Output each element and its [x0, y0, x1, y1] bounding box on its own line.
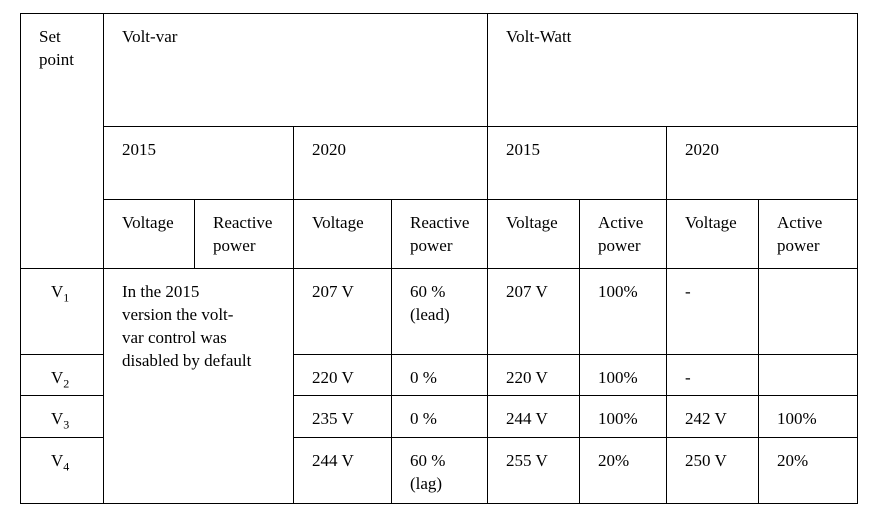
col-header-volt-var-2015-reactive-power: Reactive power	[194, 199, 294, 269]
cell-v1-volt-var-2020-reactive-power: 60 % (lead)	[390, 268, 489, 355]
inverter-setpoint-table: Set point Volt-var Volt-Watt 2015 2020 2…	[20, 13, 859, 504]
row-label-subscript: 4	[63, 459, 70, 474]
table-row: V3 235 V 0 % 244 V 100% 242 V 100%	[20, 395, 859, 438]
cell-v3-volt-var-2020-voltage: 235 V	[293, 395, 392, 438]
col-header-volt-watt-2015-active-power: Active power	[579, 199, 668, 269]
cell-v2-volt-var-2020-voltage: 220 V	[293, 354, 392, 396]
table-row: V4 244 V 60 % (lag) 255 V 20% 250 V 20%	[20, 437, 859, 504]
cell-v4-volt-watt-2015-active-power: 20%	[579, 437, 668, 504]
cell-v4-volt-watt-2020-voltage: 250 V	[666, 437, 760, 504]
cell-v1-volt-var-2020-voltage: 207 V	[293, 268, 392, 355]
cell-v3-volt-watt-2020-voltage: 242 V	[666, 395, 760, 438]
year-header-volt-var-2015: 2015	[103, 126, 294, 200]
cell-v2-volt-var-2020-reactive-power: 0 %	[390, 354, 489, 396]
row-label-subscript: 1	[63, 290, 70, 305]
header-set-point: Set point	[20, 13, 104, 269]
cell-v3-volt-watt-2015-active-power: 100%	[579, 395, 668, 438]
cell-v3-volt-var-2020-reactive-power: 0 %	[390, 395, 489, 438]
row-label-subscript: 3	[63, 417, 70, 432]
cell-v2-volt-watt-2015-active-power: 100%	[579, 354, 668, 396]
note-volt-var-2015-disabled: In the 2015 version the volt- var contro…	[103, 268, 294, 504]
group-header-volt-watt: Volt-Watt	[487, 13, 859, 127]
col-header-volt-var-2015-voltage: Voltage	[103, 199, 195, 269]
table-row: V2 220 V 0 % 220 V 100% -	[20, 354, 859, 396]
cell-v3-volt-watt-2020-active-power: 100%	[758, 395, 859, 438]
year-header-volt-var-2020: 2020	[292, 126, 489, 200]
table-row: V1 In the 2015 version the volt- var con…	[20, 268, 859, 504]
row-label-v4: V4	[20, 437, 104, 504]
col-header-volt-watt-2015-voltage: Voltage	[487, 199, 581, 269]
column-header-row: Voltage Reactive power Voltage Reactive …	[21, 199, 859, 269]
row-label-subscript: 2	[63, 376, 70, 391]
row-label-base: V	[51, 451, 64, 470]
col-header-volt-watt-2020-active-power: Active power	[758, 199, 859, 269]
cell-v4-volt-var-2020-voltage: 244 V	[293, 437, 392, 504]
cell-v3-volt-watt-2015-voltage: 244 V	[487, 395, 581, 438]
row-label-v1: V1	[20, 268, 104, 355]
row-label-base: V	[51, 368, 64, 387]
year-header-volt-watt-2015: 2015	[487, 126, 668, 200]
row-label-v2: V2	[20, 354, 104, 396]
cell-v4-volt-watt-2020-active-power: 20%	[758, 437, 859, 504]
cell-v1-volt-watt-2015-active-power: 100%	[579, 268, 668, 355]
group-header-volt-var: Volt-var	[102, 13, 489, 127]
row-label-base: V	[51, 409, 64, 428]
col-header-volt-var-2020-reactive-power: Reactive power	[390, 199, 489, 269]
cell-v1-volt-watt-2015-voltage: 207 V	[487, 268, 581, 355]
col-header-volt-var-2020-voltage: Voltage	[293, 199, 392, 269]
cell-v2-volt-watt-2015-voltage: 220 V	[487, 354, 581, 396]
row-label-base: V	[51, 282, 64, 301]
cell-v2-volt-watt-2020-voltage: -	[666, 354, 760, 396]
year-header-volt-watt-2020: 2020	[666, 126, 859, 200]
cell-v1-volt-watt-2020-active-power	[758, 268, 859, 355]
col-header-volt-watt-2020-voltage: Voltage	[666, 199, 760, 269]
cell-v4-volt-var-2020-reactive-power: 60 % (lag)	[390, 437, 489, 504]
cell-v1-volt-watt-2020-voltage: -	[666, 268, 760, 355]
cell-v2-volt-watt-2020-active-power	[758, 354, 859, 396]
group-header-row: Set point Volt-var Volt-Watt	[20, 13, 859, 269]
year-header-row: 2015 2020 2015 2020	[21, 126, 859, 200]
row-label-v3: V3	[20, 395, 104, 438]
cell-v4-volt-watt-2015-voltage: 255 V	[487, 437, 581, 504]
